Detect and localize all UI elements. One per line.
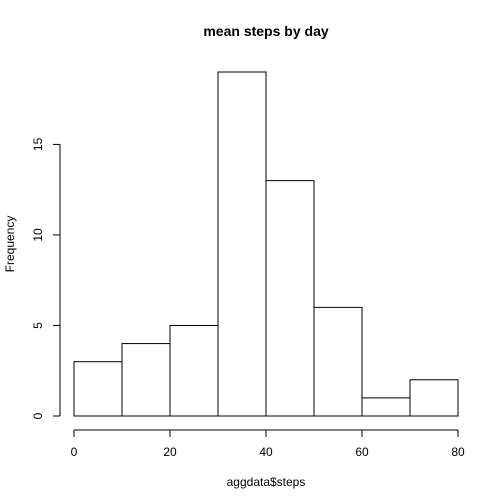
chart-title: mean steps by day	[203, 23, 328, 39]
bars-group	[73, 71, 459, 417]
histogram-bar-1	[121, 343, 171, 417]
x-tick-label: 60	[355, 445, 369, 459]
y-tick-label: 5	[31, 322, 45, 329]
y-tick-label: 10	[31, 228, 45, 242]
x-tick-label: 80	[451, 445, 465, 459]
histogram-bar-4	[265, 180, 315, 417]
y-axis: 0 5 10 15	[31, 137, 61, 419]
y-tick-label: 15	[31, 137, 45, 151]
y-tick-label: 0	[31, 412, 45, 419]
x-axis: 0 20 40 60 80	[71, 429, 465, 459]
histogram-bar-2	[169, 324, 219, 417]
histogram-bar-3	[217, 71, 267, 417]
histogram-bar-7	[409, 379, 459, 417]
y-axis-label: Frequency	[3, 216, 17, 273]
x-tick-label: 20	[163, 445, 177, 459]
histogram-bar-0	[73, 361, 123, 417]
x-tick-label: 0	[71, 445, 78, 459]
x-tick-label: 40	[259, 445, 273, 459]
histogram-bar-5	[313, 306, 363, 417]
histogram-bar-6	[361, 397, 411, 417]
x-axis-label: aggdata$steps	[227, 475, 306, 489]
